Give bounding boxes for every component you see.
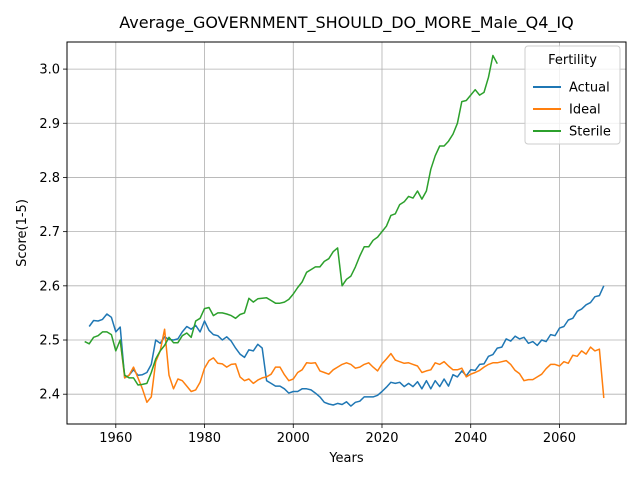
legend-items: Actual Ideal Sterile — [533, 81, 611, 140]
legend-box — [524, 45, 621, 145]
plot-frame — [66, 41, 627, 425]
plot-series — [84, 54, 605, 407]
x-axis-label: Years — [328, 451, 364, 466]
y-tick-label: 2.9 — [39, 117, 60, 132]
x-axis-ticks: 1960 1980 2000 2020 2040 2060 — [99, 424, 576, 446]
legend-title: Fertility — [548, 53, 597, 68]
x-tick-label: 2020 — [365, 431, 398, 446]
x-tick-label: 2000 — [277, 431, 310, 446]
legend-label-ideal: Ideal — [569, 103, 601, 118]
y-tick-label: 2.7 — [39, 225, 60, 240]
x-tick-label: 1980 — [188, 431, 221, 446]
y-tick-label: 2.8 — [39, 171, 60, 186]
x-tick-label: 1960 — [99, 431, 132, 446]
y-tick-label: 2.5 — [39, 334, 60, 349]
legend-label-actual: Actual — [569, 81, 610, 96]
legend: Fertility Actual Ideal Sterile — [524, 45, 621, 145]
y-axis-label: Score(1-5) — [15, 199, 30, 267]
y-tick-label: 3.0 — [39, 63, 60, 78]
x-tick-label: 2060 — [543, 431, 576, 446]
chart-title: Average_GOVERNMENT_SHOULD_DO_MORE_Male_Q… — [119, 13, 573, 33]
y-axis-ticks: 2.4 2.5 2.6 2.7 2.8 2.9 3.0 — [39, 63, 67, 403]
legend-label-sterile: Sterile — [569, 125, 611, 140]
x-tick-label: 2040 — [454, 431, 487, 446]
y-tick-label: 2.6 — [39, 279, 60, 294]
y-tick-label: 2.4 — [39, 388, 60, 403]
series-line-ideal — [119, 328, 605, 404]
series-line-actual — [88, 285, 605, 407]
series-line-sterile — [84, 54, 498, 386]
